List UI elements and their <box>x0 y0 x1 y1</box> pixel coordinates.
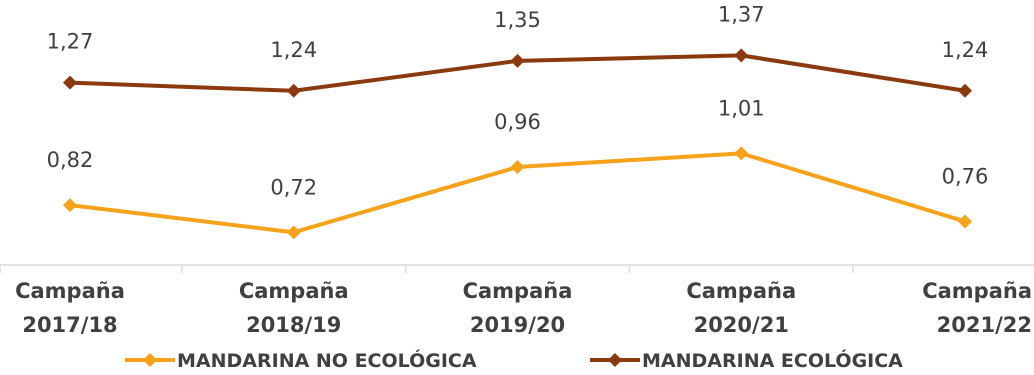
series-layer <box>63 48 972 240</box>
data-point <box>734 146 749 161</box>
data-point <box>958 214 972 229</box>
legend-swatch-marker <box>608 353 622 367</box>
data-label: 0,82 <box>47 148 94 172</box>
x-axis-ticks <box>0 265 854 273</box>
data-label: 1,24 <box>270 38 317 62</box>
legend: MANDARINA NO ECOLÓGICA MANDARINA ECOLÓGIC… <box>125 348 903 372</box>
legend-label: MANDARINA NO ECOLÓGICA <box>177 348 477 372</box>
data-point <box>958 83 972 98</box>
data-point <box>734 48 749 63</box>
data-point <box>63 75 77 90</box>
legend-swatch-marker <box>143 353 157 367</box>
data-point <box>286 83 301 98</box>
data-point <box>286 225 301 240</box>
legend-item-1: MANDARINA ECOLÓGICA <box>590 348 903 372</box>
data-label: 1,35 <box>494 8 541 32</box>
data-label: 0,96 <box>494 110 541 134</box>
data-label: 1,37 <box>718 2 765 26</box>
data-label: 1,24 <box>942 38 989 62</box>
data-point <box>510 53 525 68</box>
data-label: 1,27 <box>47 30 94 54</box>
x-tick-label: Campaña 2020/21 <box>686 279 796 337</box>
legend-label: MANDARINA ECOLÓGICA <box>642 348 903 372</box>
data-label: 0,72 <box>270 175 317 199</box>
data-point <box>63 198 77 213</box>
x-axis-tick-labels: Campaña 2017/18 Campaña 2018/19 Campaña 2019/… <box>15 279 1032 337</box>
x-tick-label: Campaña 2017/18 <box>15 279 125 337</box>
x-tick-label: Campaña 2021/22 <box>922 279 1032 337</box>
data-label: 1,01 <box>718 96 765 120</box>
x-tick-label: Campaña 2018/19 <box>239 279 349 337</box>
data-label: 0,76 <box>942 164 989 188</box>
data-point <box>510 160 525 174</box>
x-tick-label: Campaña 2019/20 <box>463 279 573 337</box>
legend-item-0: MANDARINA NO ECOLÓGICA <box>125 348 477 372</box>
data-labels: 0,82 0,72 0,96 1,01 0,76 1,27 1,24 1,35 1,37 1,24 <box>47 2 989 199</box>
